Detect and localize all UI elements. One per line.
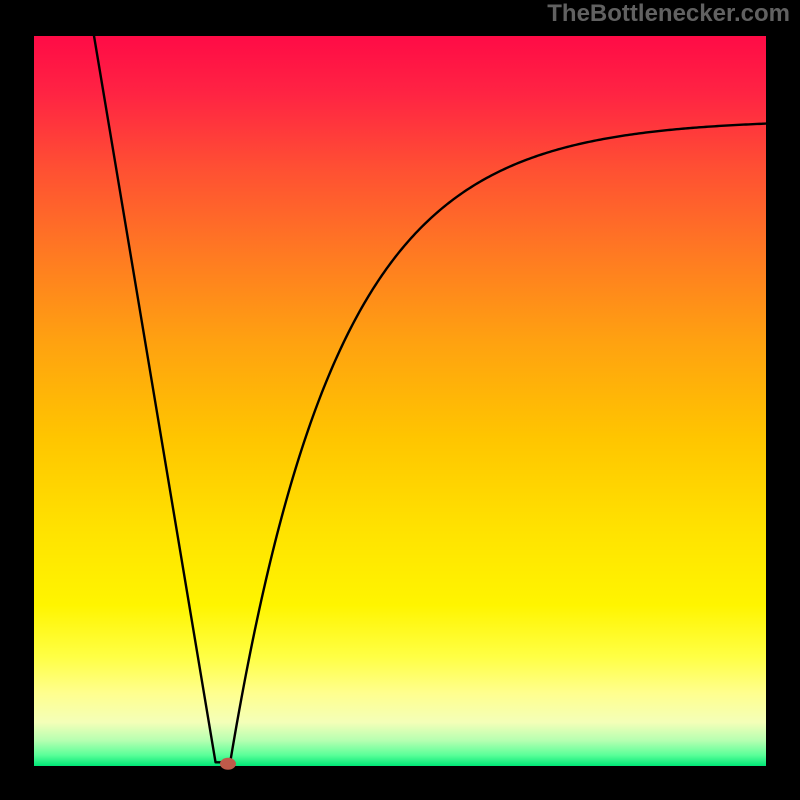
chart-container: TheBottlenecker.com <box>0 0 800 800</box>
watermark-text: TheBottlenecker.com <box>547 0 790 28</box>
plot-area <box>34 36 766 766</box>
optimal-point-marker <box>220 758 236 770</box>
bottleneck-chart-svg <box>0 0 800 800</box>
